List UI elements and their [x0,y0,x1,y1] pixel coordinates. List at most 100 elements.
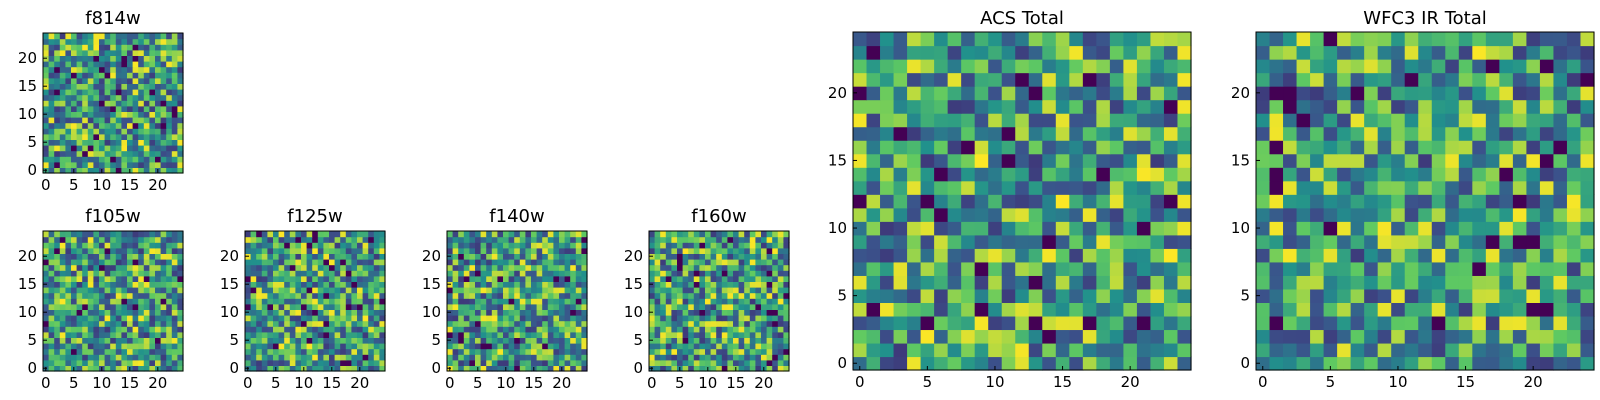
heatmap-cell [1526,194,1541,209]
heatmap-cell [671,331,678,338]
heatmap-cell [284,309,291,316]
heatmap-cell [447,264,454,271]
heatmap-cell [1069,329,1084,344]
heatmap-cell [261,309,268,316]
heatmap-cell [345,292,352,299]
heatmap-cell [48,44,55,51]
heatmap-cell [1445,86,1460,101]
heatmap-cell [1526,180,1541,195]
heatmap-cell [166,326,173,333]
heatmap-cell [755,354,762,361]
heatmap-cell [177,150,184,157]
heatmap-cell [693,236,700,243]
heatmap-cell [755,236,762,243]
heatmap-cell [907,275,922,290]
heatmap-cell [177,303,184,310]
heatmap-cell [1296,234,1311,249]
heatmap-cell [947,234,962,249]
heatmap-cell [323,298,330,305]
heatmap-cell [1109,315,1124,331]
heatmap-cell [340,253,347,260]
heatmap-cell [317,264,324,271]
heatmap-cell [132,365,139,372]
heatmap-cell [99,49,106,56]
heatmap-cell [171,145,178,152]
heatmap-cell [245,275,252,282]
heatmap-cell [379,270,386,277]
heatmap-cell [357,298,364,305]
heatmap-cell [705,275,712,282]
heatmap-cell [132,359,139,366]
heatmap-cell [110,66,117,73]
heatmap-cell [1580,32,1595,47]
heatmap-cell [947,59,962,74]
heatmap-cell [149,236,156,243]
heatmap-cell [368,270,375,277]
heatmap-cell [761,264,768,271]
heatmap-cell [665,253,672,260]
heatmap-cell [110,292,117,299]
heatmap-cell [514,287,521,294]
heatmap-cell [295,337,302,344]
heatmap-cell [1404,153,1419,168]
heatmap-cell [671,247,678,254]
heatmap-cell [138,348,145,355]
heatmap-cell [547,281,554,288]
heatmap-cell [988,207,1003,222]
heatmap-cell [880,180,895,195]
heatmap-cell [138,133,145,140]
heatmap-cell [351,259,358,266]
heatmap-cell [379,287,386,294]
heatmap-cell [127,55,134,62]
heatmap-cell [575,236,582,243]
heatmap-cell [1150,72,1165,87]
heatmap-cell [934,248,949,263]
heatmap-cell [1472,234,1487,249]
heatmap-cell [974,342,989,358]
heatmap-cell [48,33,55,40]
heatmap-cell [284,275,291,282]
heatmap-cell [660,309,667,316]
heatmap-cell [121,365,128,372]
heatmap-cell [351,348,358,355]
heatmap-cell [82,94,89,101]
heatmap-cell [1015,329,1030,344]
heatmap-cell [491,292,498,299]
heatmap-cell [71,292,78,299]
heatmap-cell [160,264,167,271]
heatmap-cell [1123,207,1138,222]
heatmap-cell [121,61,128,68]
heatmap-cell [710,309,717,316]
heatmap-cell [1323,153,1338,168]
heatmap-cell [143,348,150,355]
heatmap-cell [665,303,672,310]
heatmap-cell [559,320,566,327]
heatmap-cell [974,153,989,168]
heatmap-cell [1136,72,1152,87]
heatmap-cell [99,326,106,333]
heatmap-cell [688,359,695,366]
heatmap-cell [261,326,268,333]
heatmap-cell [699,298,706,305]
heatmap-cell [1096,153,1111,168]
heatmap-cell [772,231,779,238]
heatmap-cell [1418,261,1433,276]
heatmap-cell [974,72,989,87]
heatmap-cell [71,83,78,90]
heatmap-cell [357,270,364,277]
heatmap-cell [368,275,375,282]
heatmap-cell [1566,288,1582,303]
heatmap-cell [93,38,100,45]
heatmap-cell [705,287,712,294]
heatmap-cell [289,259,296,266]
heatmap-cell [171,315,178,322]
heatmap-cell [581,303,588,310]
heatmap-cell [155,33,162,40]
heatmap-cell [368,337,375,344]
heatmap-cell [1404,356,1419,371]
heatmap-cell [160,281,167,288]
heatmap-cell [654,275,661,282]
heatmap-cell [110,320,117,327]
heatmap-cell [54,38,61,45]
heatmap-cell [138,72,145,79]
